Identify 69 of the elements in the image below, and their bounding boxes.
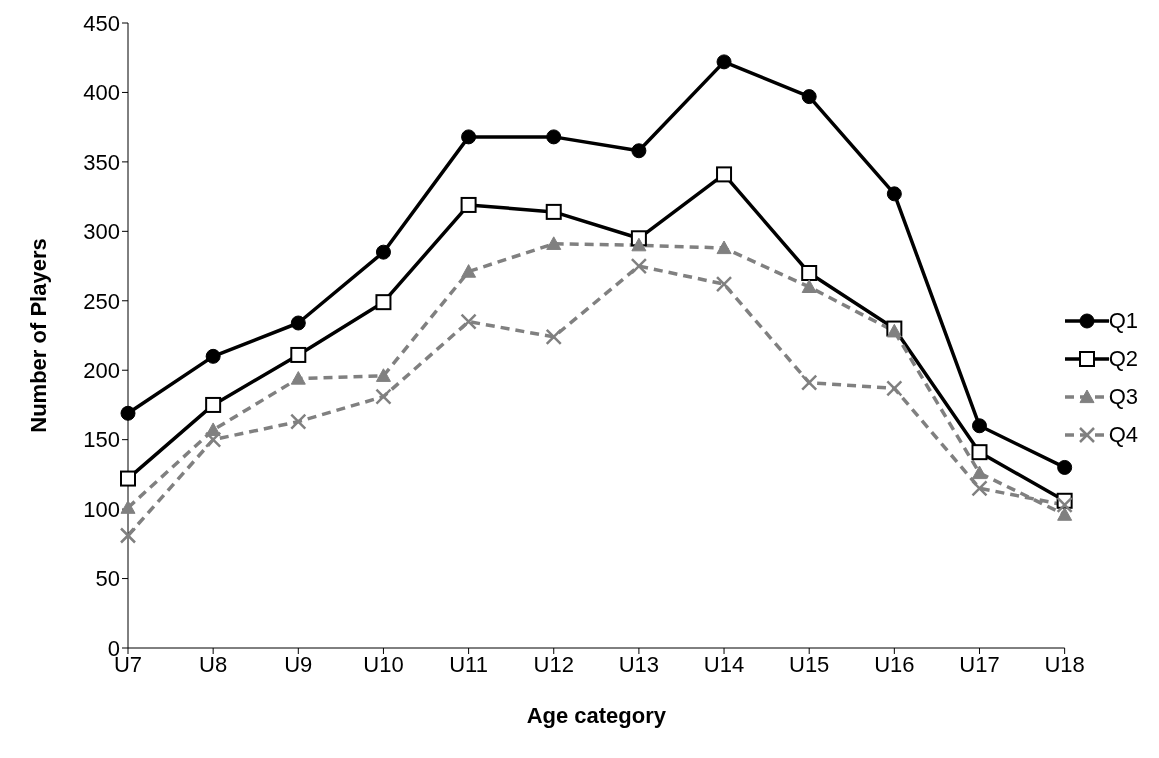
point [205,348,221,364]
point [1057,507,1073,521]
y-tick-label: 300 [83,219,120,245]
point [460,313,477,330]
point [290,413,307,430]
point [545,203,562,220]
point [120,500,136,514]
point [971,480,988,497]
point [801,89,817,105]
y-tick-label: 50 [95,566,120,592]
x-tick-label: U13 [618,651,660,677]
point [461,264,477,278]
point [1057,459,1073,475]
point [546,129,562,145]
point [716,240,732,255]
x-tick-label: U17 [959,651,1000,677]
x-tick-label: U9 [284,651,313,677]
point [631,237,647,252]
point [119,527,137,544]
y-tick-label: 250 [83,288,120,314]
point [461,129,477,145]
x-tick-label: U12 [533,651,574,677]
point [290,346,307,363]
y-tick-label: 450 [83,10,120,36]
point [1056,496,1073,514]
point [971,444,988,461]
point [716,166,733,183]
point [375,368,391,382]
point [801,265,818,281]
point [375,294,392,311]
y-tick-label: 100 [83,496,120,522]
point [716,54,732,70]
legend-label: Q2 [1108,346,1138,372]
point [204,431,222,448]
point [460,196,477,213]
point [120,405,136,421]
point [545,328,562,346]
point [971,418,987,434]
x-tick-label: U18 [1044,651,1085,677]
legend-label: Q3 [1108,384,1138,410]
x-tick-label: U11 [449,651,488,677]
point [546,236,562,250]
y-tick-label: 350 [83,149,120,175]
point [801,279,817,293]
point [375,244,391,260]
x-tick-label: U16 [874,651,915,677]
legend-label: Q1 [1108,308,1138,334]
x-tick-label: U14 [703,651,745,677]
point [205,396,222,413]
point [800,374,818,391]
x-tick-label: U10 [363,651,404,677]
point [631,143,647,159]
y-tick-label: 400 [83,80,120,106]
point [290,371,306,385]
y-tick-label: 200 [83,358,120,384]
point [375,388,392,405]
point [120,470,136,487]
point [886,186,902,202]
point [971,465,987,480]
y-tick-label: 150 [83,427,120,453]
x-tick-label: U8 [199,651,228,677]
x-axis-title: Age category [526,703,667,728]
point [715,275,733,293]
x-tick-label: U15 [789,651,830,677]
y-axis-title: Number of Players [25,238,51,433]
legend-label: Q4 [1108,422,1138,448]
point [630,257,648,275]
point [290,315,306,331]
point [886,380,903,397]
